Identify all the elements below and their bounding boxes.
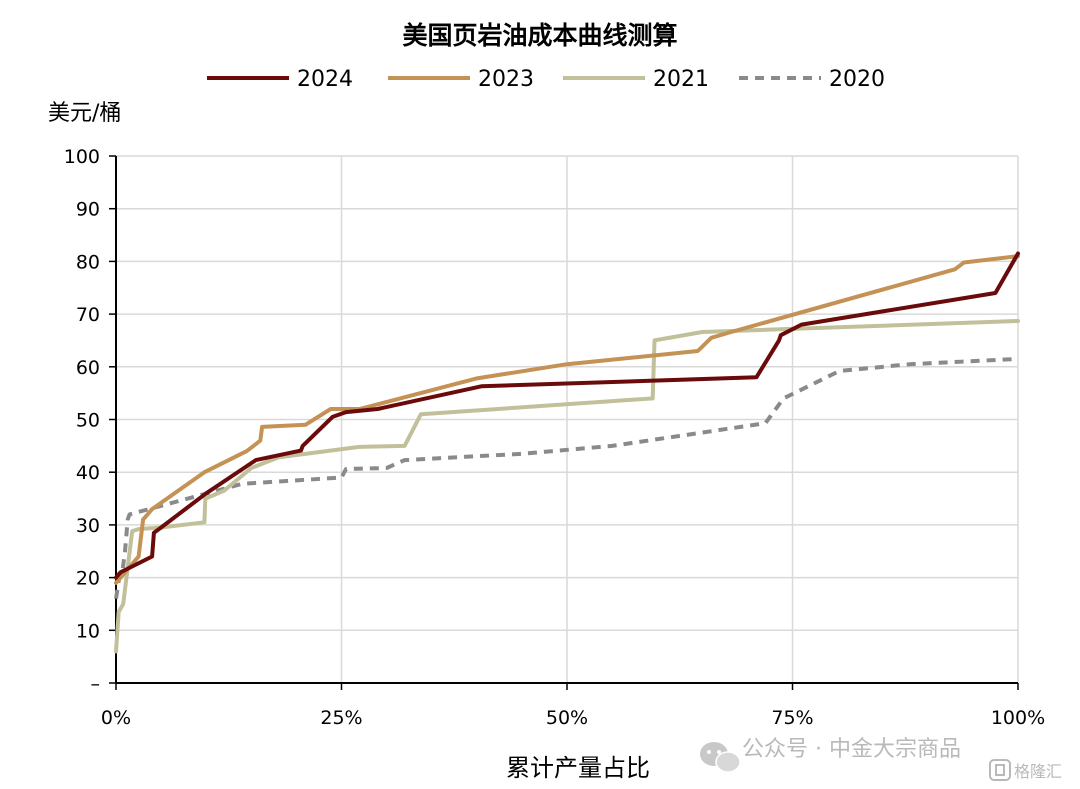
y-axis-unit: 美元/桶: [48, 101, 121, 126]
y-tick-label: 60: [76, 357, 100, 379]
series-line-2020: [114, 356, 1019, 600]
x-tick-label: 25%: [320, 707, 362, 729]
y-tick-label: 90: [76, 199, 100, 221]
legend-label-2021: 2021: [653, 67, 709, 92]
plot-area: – 10 20 30 40 50 60 70 80 90 100 0% 25% 50% 75% 100%: [64, 146, 1045, 729]
legend-label-2024: 2024: [297, 67, 353, 92]
x-tick-label: 75%: [771, 707, 813, 729]
legend: 2024 2023 2021 2020: [207, 67, 885, 92]
x-axis-label: 累计产量占比: [506, 754, 650, 782]
watermark: 公众号 · 中金大宗商品 格隆汇: [700, 737, 1062, 781]
y-tick-label: 70: [76, 304, 100, 326]
legend-label-2023: 2023: [478, 67, 534, 92]
legend-label-2020: 2020: [829, 67, 885, 92]
series-line-2021: [114, 319, 1020, 654]
watermark-text: 公众号 · 中金大宗商品: [742, 737, 961, 762]
y-tick-label: 80: [76, 251, 100, 273]
chart-title: 美国页岩油成本曲线测算: [402, 21, 677, 50]
x-tick-label: 100%: [991, 707, 1045, 729]
y-tick-labels: – 10 20 30 40 50 60 70 80 90 100: [64, 146, 100, 695]
y-tick-label: 40: [76, 462, 100, 484]
x-tick-label: 0%: [101, 707, 131, 729]
grid: [116, 155, 1019, 683]
y-tick-label: 30: [76, 515, 100, 537]
x-tick-labels: 0% 25% 50% 75% 100%: [101, 707, 1045, 729]
y-tick-label: 100: [64, 146, 100, 168]
series-line-2023: [114, 254, 1020, 585]
y-tick-label: 50: [76, 410, 100, 432]
axes: [109, 155, 1019, 690]
wechat-icon: [700, 742, 741, 773]
series-lines: [114, 251, 1020, 654]
x-tick-label: 50%: [546, 707, 588, 729]
y-tick-label: 10: [76, 620, 100, 642]
gelonghui-logo-icon: [989, 759, 1011, 781]
y-tick-label: 20: [76, 568, 100, 590]
watermark-corner-text: 格隆汇: [1014, 762, 1062, 781]
y-tick-label: –: [91, 673, 101, 695]
series-line-2024: [114, 251, 1020, 580]
